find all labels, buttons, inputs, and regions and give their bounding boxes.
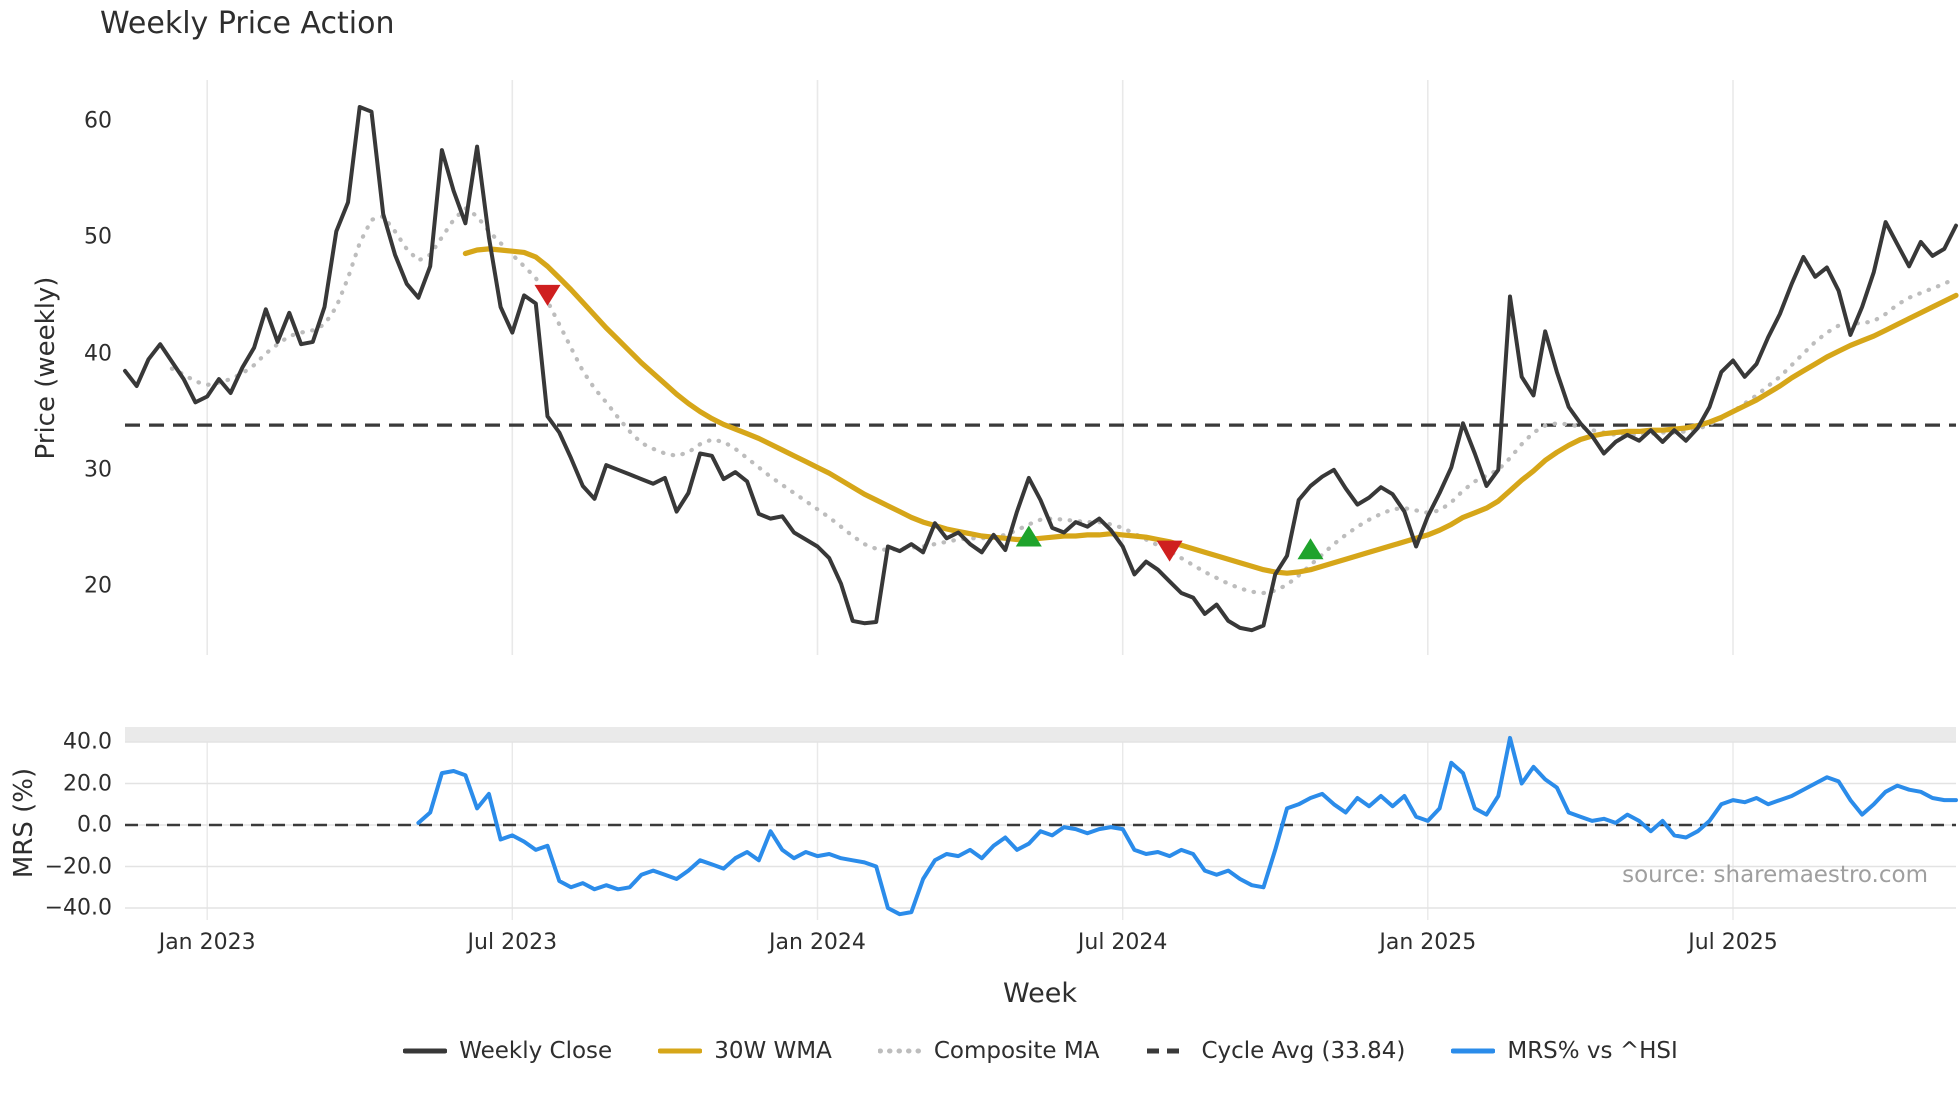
x-axis-label: Week: [1003, 978, 1077, 1009]
legend-label: Composite MA: [933, 1038, 1100, 1064]
mrs-y-tick-label: 20.0: [63, 771, 112, 796]
price-y-tick-label: 60: [84, 108, 112, 134]
legend-label: Cycle Avg (33.84): [1201, 1038, 1406, 1064]
mrs-y-tick-label: −40.0: [44, 895, 112, 921]
sell-signal-icon: [1156, 540, 1183, 562]
chart-title: Weekly Price Action: [100, 6, 395, 41]
legend-item: 30W WMA: [658, 1038, 832, 1064]
buy-signal-icon: [1015, 525, 1042, 547]
mrs-y-tick-label: 40.0: [63, 729, 112, 755]
legend-swatch-icon: [877, 1048, 922, 1054]
chart-legend: Weekly Close 30W WMA Composite MA Cycle Avg…: [125, 1038, 1956, 1064]
mrs-line: [416, 735, 1958, 917]
source-credit: source: sharemaestro.com: [1622, 862, 1928, 888]
legend-item: Composite MA: [877, 1038, 1100, 1064]
legend-label: 30W WMA: [714, 1038, 832, 1064]
x-tick-label: Jul 2023: [467, 930, 558, 955]
mrs-y-tick-label: −20.0: [44, 854, 112, 879]
price-y-tick-label: 30: [84, 457, 112, 483]
legend-swatch-icon: [403, 1048, 448, 1054]
mrs-top-band: [125, 727, 1956, 742]
legend-swatch-icon: [658, 1048, 703, 1054]
price-y-tick-label: 20: [84, 573, 112, 599]
price-y-tick-label: 50: [84, 224, 112, 250]
legend-item: MRS% vs ^HSI: [1451, 1038, 1678, 1064]
legend-swatch-icon: [1451, 1048, 1496, 1054]
buy-signal-icon: [1297, 538, 1324, 560]
legend-item: Weekly Close: [403, 1038, 612, 1064]
legend-label: MRS% vs ^HSI: [1507, 1038, 1678, 1064]
sell-signal-icon: [534, 284, 561, 306]
price-y-tick-label: 40: [84, 341, 112, 366]
legend-label: Weekly Close: [459, 1038, 613, 1064]
x-tick-label: Jan 2025: [1379, 930, 1477, 955]
x-tick-label: Jul 2024: [1077, 930, 1168, 955]
x-tick-label: Jan 2023: [158, 930, 256, 955]
mrs-y-tick-label: 0.0: [77, 812, 112, 838]
x-tick-label: Jul 2025: [1688, 930, 1778, 955]
wma-30w-line: [462, 246, 1959, 576]
legend-item: Cycle Avg (33.84): [1145, 1038, 1405, 1064]
x-tick-label: Jan 2024: [769, 930, 866, 955]
legend-swatch-icon: [1147, 1048, 1188, 1054]
weekly-close-line: [123, 105, 1958, 633]
